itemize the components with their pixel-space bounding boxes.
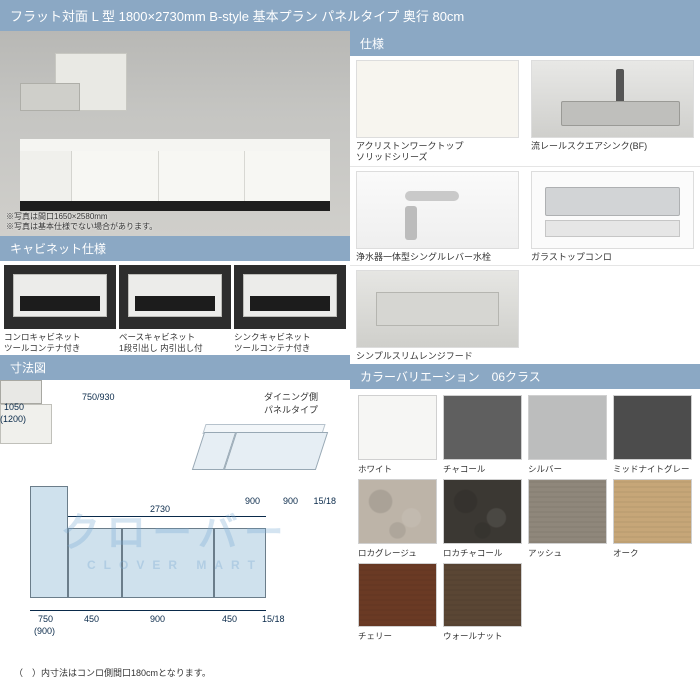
dimension-note: （ ）内寸法はコンロ側間口180cmとなります。 (14, 666, 211, 679)
cabinet-item: シンクキャビネット ツールコンテナ付き (234, 265, 346, 353)
dim-depth: 1050 (4, 402, 24, 412)
swatch-label: オーク (613, 547, 692, 559)
cabinet-label: ベースキャビネット 1段引出し 内引出し付 (119, 332, 231, 353)
dim-iso-1518: 15/18 (313, 496, 336, 506)
right-column: 仕様 アクリストンワークトップ ソリッドシリーズ 流レールスクエアシンク(BF) 浄… (350, 31, 700, 685)
cabinet-label: シンクキャビネット ツールコンテナ付き (234, 332, 346, 353)
section-title-spec: 仕様 (350, 31, 700, 56)
section-title-cabinet: キャビネット仕様 (0, 236, 350, 261)
spec-thumb-stove (531, 171, 694, 249)
swatch-box (358, 479, 437, 544)
caption-line: ※写真は間口1650×2580mm (6, 212, 157, 222)
swatch-label: シルバー (528, 463, 607, 475)
dim-top: 750/930 (82, 392, 115, 402)
swatch-box (443, 395, 522, 460)
color-swatch: ウォールナット (443, 563, 522, 643)
swatch-box (528, 479, 607, 544)
main-product-photo: ※写真は間口1650×2580mm ※写真は基本仕様でない場合があります。 (0, 31, 350, 236)
swatch-label: ホワイト (358, 463, 437, 475)
swatch-box (528, 395, 607, 460)
swatch-label: チェリー (358, 630, 437, 642)
dim-length: 2730 (150, 504, 170, 514)
swatch-box (613, 395, 692, 460)
spec-item-faucet: 浄水器一体型シングルレバー水栓 (350, 167, 525, 266)
dim-iso-900b: 900 (283, 496, 298, 506)
section-title-dimensions: 寸法図 (0, 355, 350, 380)
dim-b-900: 900 (150, 614, 165, 624)
page-header: フラット対面 L 型 1800×2730mm B-style 基本プラン パネル… (0, 0, 700, 31)
spec-item-sink: 流レールスクエアシンク(BF) (525, 56, 700, 167)
spec-label: アクリストンワークトップ ソリッドシリーズ (356, 141, 519, 164)
color-swatch: チェリー (358, 563, 437, 643)
kitchen-illustration (0, 31, 350, 236)
dimensions-section: 寸法図 ダイニング側 パネルタイプ 1050 (120 (0, 355, 350, 685)
spec-thumb-hood (356, 270, 519, 348)
color-swatch: ホワイト (358, 395, 437, 475)
swatch-label: チャコール (443, 463, 522, 475)
cabinet-thumb (4, 265, 116, 329)
left-column: ※写真は間口1650×2580mm ※写真は基本仕様でない場合があります。 キャ… (0, 31, 350, 685)
spec-section: 仕様 アクリストンワークトップ ソリッドシリーズ 流レールスクエアシンク(BF) 浄… (350, 31, 700, 364)
dim-b-750: 750 (38, 614, 53, 624)
iso-label: ダイニング側 パネルタイプ (264, 390, 318, 416)
spec-item-worktop: アクリストンワークトップ ソリッドシリーズ (350, 56, 525, 167)
spec-label: 浄水器一体型シングルレバー水栓 (356, 252, 519, 263)
page-title: フラット対面 L 型 1800×2730mm B-style 基本プラン パネル… (10, 9, 464, 24)
color-swatch: オーク (613, 479, 692, 559)
color-swatch: ミッドナイトグレー (613, 395, 692, 475)
swatch-label: ウォールナット (443, 630, 522, 642)
swatch-label: アッシュ (528, 547, 607, 559)
spec-thumb-sink (531, 60, 694, 138)
swatch-box (443, 479, 522, 544)
cabinet-label: コンロキャビネット ツールコンテナ付き (4, 332, 116, 353)
swatch-box (358, 395, 437, 460)
cabinet-item: ベースキャビネット 1段引出し 内引出し付 (119, 265, 231, 353)
dim-depth-paren: (1200) (0, 414, 26, 424)
spec-label: ガラストップコンロ (531, 252, 694, 263)
dim-b-450b: 450 (222, 614, 237, 624)
spec-item-stove: ガラストップコンロ (525, 167, 700, 266)
spec-thumb-worktop (356, 60, 519, 138)
dim-iso-900a: 900 (245, 496, 260, 506)
iso-view (198, 408, 338, 494)
cabinet-spec-section: キャビネット仕様 コンロキャビネット ツールコンテナ付きベースキャビネット 1段… (0, 236, 350, 355)
cabinet-thumb (234, 265, 346, 329)
swatch-label: ミッドナイトグレー (613, 463, 692, 475)
color-swatch: シルバー (528, 395, 607, 475)
cabinet-item: コンロキャビネット ツールコンテナ付き (4, 265, 116, 353)
cabinet-thumb (119, 265, 231, 329)
swatch-label: ロカグレージュ (358, 547, 437, 559)
dim-b-750p: (900) (34, 626, 55, 636)
spec-thumb-faucet (356, 171, 519, 249)
dimension-drawing: ダイニング側 パネルタイプ 1050 (1200) 750/930 2730 9… (0, 380, 350, 685)
photo-caption: ※写真は間口1650×2580mm ※写真は基本仕様でない場合があります。 (6, 212, 157, 232)
swatch-box (613, 479, 692, 544)
color-variation-section: カラーバリエーション 06クラス ホワイトチャコールシルバーミッドナイトグレーロ… (350, 364, 700, 646)
color-swatch: ロカチャコール (443, 479, 522, 559)
swatch-label: ロカチャコール (443, 547, 522, 559)
swatch-box (443, 563, 522, 628)
dim-b-450a: 450 (84, 614, 99, 624)
swatch-box (358, 563, 437, 628)
color-swatch: ロカグレージュ (358, 479, 437, 559)
dim-b-1518: 15/18 (262, 614, 285, 624)
section-title-colors: カラーバリエーション 06クラス (350, 364, 700, 389)
caption-line: ※写真は基本仕様でない場合があります。 (6, 222, 157, 232)
color-swatch: チャコール (443, 395, 522, 475)
spec-item-hood: シンプルスリムレンジフード (350, 266, 525, 364)
spec-label: 流レールスクエアシンク(BF) (531, 141, 694, 152)
color-swatch: アッシュ (528, 479, 607, 559)
spec-label: シンプルスリムレンジフード (356, 351, 519, 362)
